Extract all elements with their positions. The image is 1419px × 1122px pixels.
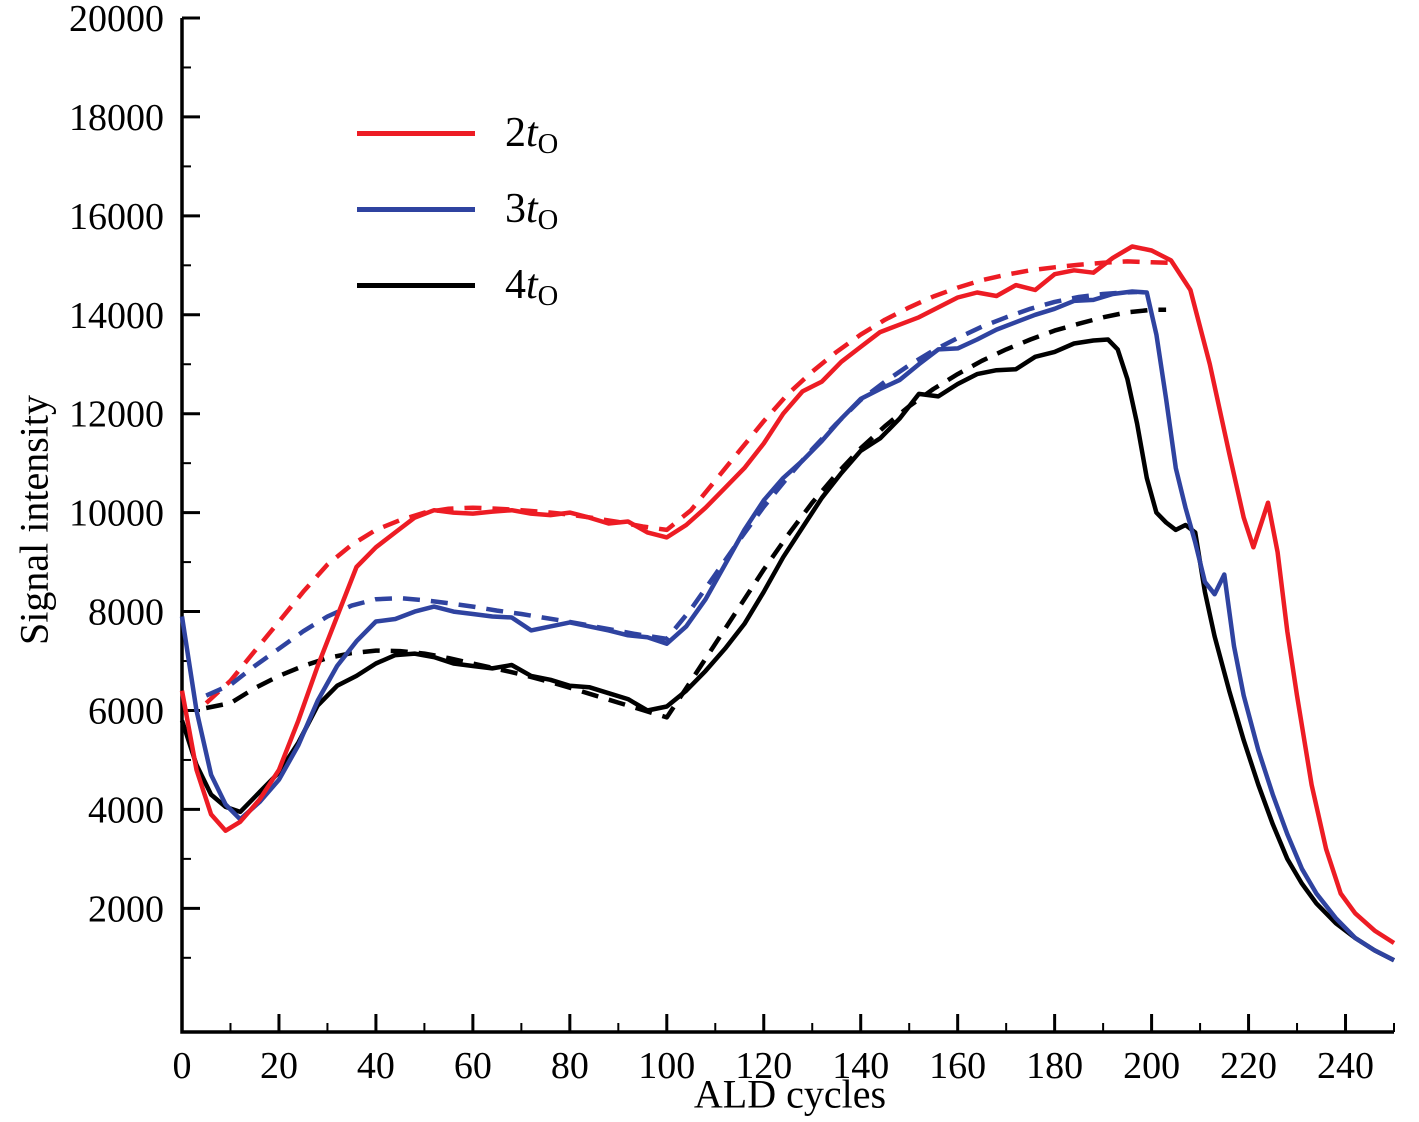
y-tick-label: 6000 [88, 690, 164, 732]
series-2tO-solid [179, 244, 1396, 945]
x-tick-label: 100 [638, 1045, 695, 1087]
x-tick-label: 20 [260, 1045, 298, 1087]
legend-label-var: t [526, 262, 538, 308]
y-tick-label: 12000 [69, 394, 164, 436]
legend-line-3to [357, 206, 475, 212]
legend-label-3to: 3tO [505, 186, 558, 235]
legend-label-4to: 4tO [505, 262, 558, 311]
series-2tO-dashed [204, 259, 1172, 705]
legend-label-num: 3 [505, 186, 526, 232]
y-tick-label: 14000 [69, 295, 164, 337]
y-tick-label: 16000 [69, 196, 164, 238]
x-tick-label: 140 [832, 1045, 889, 1087]
x-tick-label: 220 [1220, 1045, 1277, 1087]
legend-item-4to: 4tO [357, 247, 558, 323]
legend-label-num: 4 [505, 262, 526, 308]
x-tick-label: 180 [1026, 1045, 1083, 1087]
legend-line-4to [357, 282, 475, 288]
legend-label-sub: O [537, 129, 559, 161]
series-4tO-solid [179, 337, 1396, 963]
x-tick-label: 80 [551, 1045, 589, 1087]
series-4tO-dashed [205, 307, 1167, 720]
y-tick-label: 18000 [69, 97, 164, 139]
legend-label-num: 2 [505, 110, 526, 156]
legend-label-var: t [526, 186, 538, 232]
x-tick-label: 160 [929, 1045, 986, 1087]
legend-item-2to: 2tO [357, 95, 558, 171]
x-tick-label: 0 [173, 1045, 192, 1087]
y-tick-label: 10000 [69, 493, 164, 535]
y-tick-label: 20000 [69, 0, 164, 40]
series-3tO-dashed [205, 289, 1138, 698]
y-tick-label: 4000 [88, 789, 164, 831]
legend-label-2to: 2tO [505, 110, 558, 159]
x-tick-label: 240 [1317, 1045, 1374, 1087]
y-tick-label: 2000 [88, 888, 164, 930]
legend: 2tO 3tO 4tO [357, 95, 558, 323]
legend-label-sub: O [537, 281, 559, 313]
series-3tO-solid [179, 289, 1396, 963]
x-tick-label: 40 [357, 1045, 395, 1087]
y-tick-label: 8000 [88, 592, 164, 634]
legend-label-var: t [526, 110, 538, 156]
y-axis-title: Signal intensity [11, 395, 57, 645]
x-axis-title: ALD cycles [693, 1071, 887, 1117]
legend-label-sub: O [537, 205, 559, 237]
legend-line-2to [357, 130, 475, 136]
x-tick-label: 200 [1123, 1045, 1180, 1087]
legend-item-3to: 3tO [357, 171, 558, 247]
x-tick-label: 60 [454, 1045, 492, 1087]
x-tick-label: 120 [735, 1045, 792, 1087]
